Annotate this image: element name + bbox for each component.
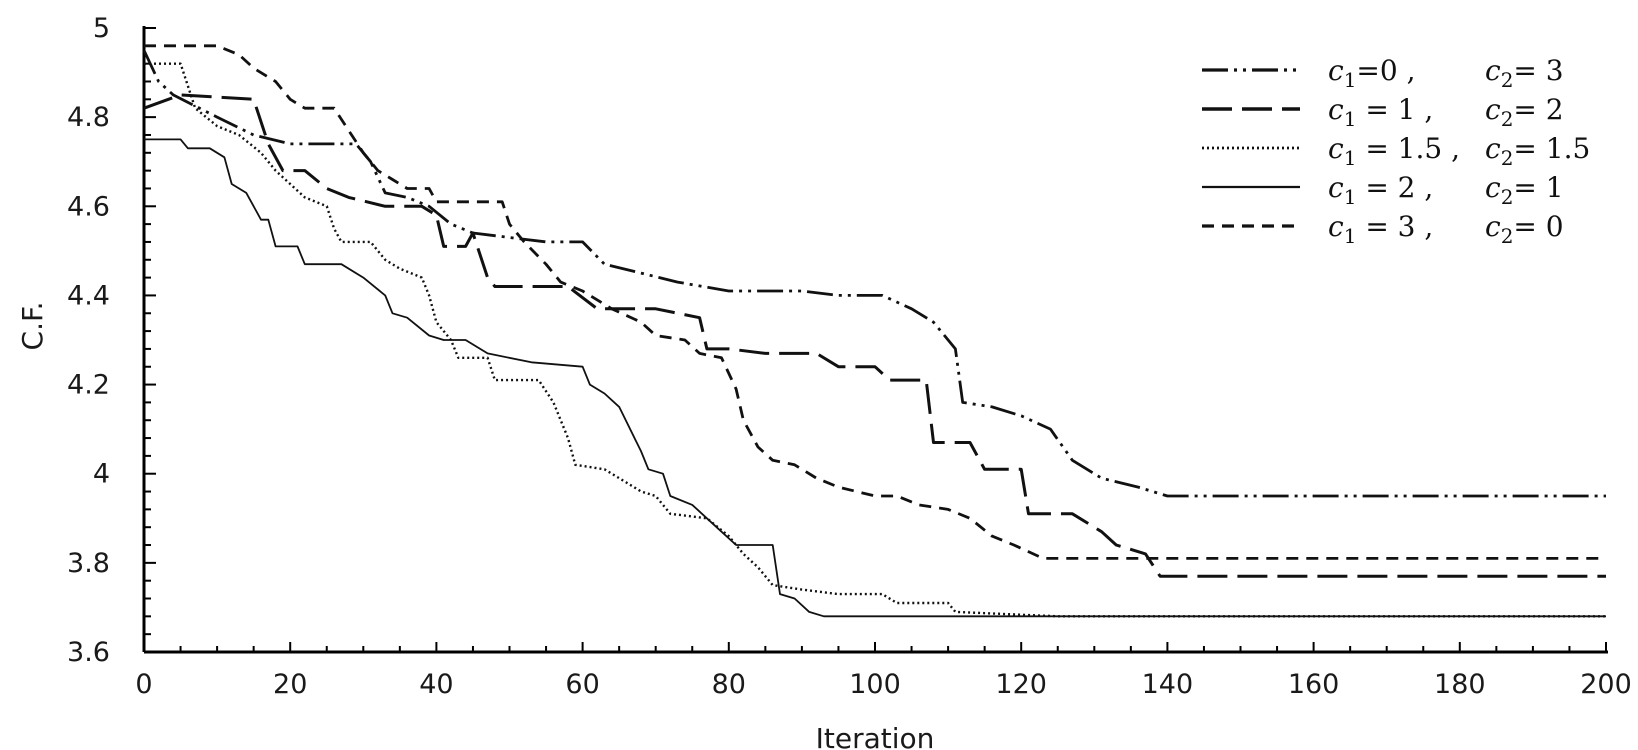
legend-subscript: 1	[1344, 107, 1357, 131]
legend: c1=0 , c2= 3c1 = 1 , c2= 2c1 = 1.5 , c2= 1.…	[1202, 54, 1590, 248]
legend-label-c2: c2= 0	[1485, 210, 1564, 248]
series-line-s2	[144, 95, 1606, 576]
legend-label-c1: c1 = 1 ,	[1328, 93, 1433, 131]
legend-var: c	[1328, 132, 1344, 165]
legend-value: = 1.5 ,	[1356, 132, 1460, 165]
legend-label-c1: c1 = 1.5 ,	[1328, 132, 1460, 170]
legend-var: c	[1328, 171, 1344, 204]
y-tick-label: 5	[93, 13, 110, 44]
legend-subscript: 1	[1344, 68, 1357, 92]
legend-var: c	[1485, 171, 1501, 204]
x-tick-label: 60	[565, 669, 599, 700]
legend-value: = 2 ,	[1356, 171, 1433, 204]
legend-label-c2: c2= 1	[1485, 171, 1564, 209]
x-tick-label: 100	[849, 669, 901, 700]
x-tick-label: 200	[1580, 669, 1632, 700]
y-tick-label: 4	[93, 459, 110, 490]
legend-value: = 0	[1513, 210, 1563, 243]
legend-label-c2: c2= 2	[1485, 93, 1564, 131]
x-tick-label: 180	[1434, 669, 1486, 700]
legend-value: = 3	[1513, 54, 1563, 87]
legend-subscript: 2	[1501, 68, 1514, 92]
legend-var: c	[1328, 210, 1344, 243]
legend-var: c	[1328, 93, 1344, 126]
legend-var: c	[1485, 54, 1501, 87]
y-tick-label: 3.6	[67, 637, 110, 668]
legend-value: = 2	[1513, 93, 1563, 126]
legend-value: = 1.5	[1513, 132, 1590, 165]
x-tick-label: 120	[995, 669, 1047, 700]
legend-label-c1: c1 = 3 ,	[1328, 210, 1433, 248]
y-tick-label: 3.8	[67, 548, 110, 579]
legend-subscript: 1	[1344, 224, 1357, 248]
legend-value: = 3 ,	[1356, 210, 1433, 243]
legend-var: c	[1485, 210, 1501, 243]
legend-var: c	[1485, 93, 1501, 126]
y-tick-label: 4.6	[67, 191, 110, 222]
x-tick-label: 140	[1142, 669, 1194, 700]
legend-label-c2: c2= 3	[1485, 54, 1564, 92]
legend-value: = 1 ,	[1356, 93, 1433, 126]
y-tick-label: 4.4	[67, 280, 110, 311]
legend-subscript: 2	[1501, 146, 1514, 170]
x-axis-title: Iteration	[816, 722, 935, 750]
y-tick-label: 4.8	[67, 102, 110, 133]
legend-label-c2: c2= 1.5	[1485, 132, 1590, 170]
legend-label-c1: c1 = 2 ,	[1328, 171, 1433, 209]
legend-subscript: 2	[1501, 185, 1514, 209]
x-tick-label: 160	[1288, 669, 1340, 700]
legend-subscript: 1	[1344, 185, 1357, 209]
legend-var: c	[1485, 132, 1501, 165]
legend-value: =0 ,	[1356, 54, 1415, 87]
legend-label-c1: c1=0 ,	[1328, 54, 1416, 92]
y-axis-title: C.F.	[16, 302, 49, 351]
x-tick-label: 20	[273, 669, 307, 700]
x-tick-label: 0	[135, 669, 152, 700]
legend-var: c	[1328, 54, 1344, 87]
y-tick-label: 4.2	[67, 370, 110, 401]
legend-subscript: 1	[1344, 146, 1357, 170]
x-tick-label: 40	[419, 669, 453, 700]
legend-subscript: 2	[1501, 107, 1514, 131]
x-tick-label: 80	[712, 669, 746, 700]
legend-subscript: 2	[1501, 224, 1514, 248]
legend-value: = 1	[1513, 171, 1563, 204]
